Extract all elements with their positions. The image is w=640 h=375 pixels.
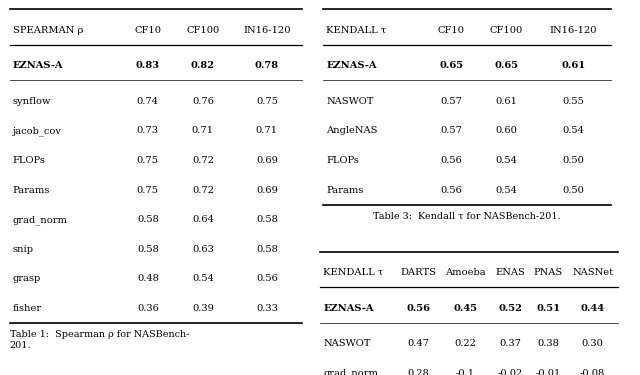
Text: NASNet: NASNet — [572, 268, 613, 277]
Text: Table 1:  Spearman ρ for NASBench-
201.: Table 1: Spearman ρ for NASBench- 201. — [10, 330, 189, 350]
Text: Params: Params — [326, 186, 364, 195]
Text: Table 3:  Kendall τ for NASBench-201.: Table 3: Kendall τ for NASBench-201. — [373, 211, 561, 220]
Text: AngleNAS: AngleNAS — [326, 126, 378, 135]
Text: 0.71: 0.71 — [192, 126, 214, 135]
Text: 0.56: 0.56 — [440, 186, 462, 195]
Text: 0.60: 0.60 — [495, 126, 517, 135]
Text: 0.72: 0.72 — [192, 186, 214, 195]
Text: grasp: grasp — [13, 274, 41, 284]
Text: 0.73: 0.73 — [137, 126, 159, 135]
Text: 0.30: 0.30 — [582, 339, 604, 348]
Text: EZNAS-A: EZNAS-A — [326, 61, 377, 70]
Text: -0.1: -0.1 — [456, 369, 475, 375]
Text: NASWOT: NASWOT — [326, 97, 374, 106]
Text: IN16-120: IN16-120 — [243, 26, 291, 34]
Text: -0.01: -0.01 — [536, 369, 561, 375]
Text: 0.48: 0.48 — [137, 274, 159, 284]
Text: 0.33: 0.33 — [256, 304, 278, 313]
Text: FLOPs: FLOPs — [326, 156, 359, 165]
Text: 0.54: 0.54 — [495, 156, 517, 165]
Text: 0.38: 0.38 — [538, 339, 559, 348]
Text: 0.56: 0.56 — [256, 274, 278, 284]
Text: Params: Params — [13, 186, 50, 195]
Text: 0.75: 0.75 — [137, 186, 159, 195]
Text: NASWOT: NASWOT — [323, 339, 371, 348]
Text: jacob_cov: jacob_cov — [13, 126, 62, 136]
Text: 0.72: 0.72 — [192, 156, 214, 165]
Text: -0.02: -0.02 — [497, 369, 523, 375]
Text: CF100: CF100 — [490, 26, 523, 34]
Text: KENDALL τ: KENDALL τ — [323, 268, 383, 277]
Text: DARTS: DARTS — [400, 268, 436, 277]
Text: 0.75: 0.75 — [256, 97, 278, 106]
Text: 0.69: 0.69 — [256, 156, 278, 165]
Text: grad_norm: grad_norm — [323, 368, 378, 375]
Text: 0.58: 0.58 — [137, 215, 159, 224]
Text: 0.57: 0.57 — [440, 126, 462, 135]
Text: 0.61: 0.61 — [561, 61, 586, 70]
Text: 0.78: 0.78 — [255, 61, 279, 70]
Text: 0.74: 0.74 — [137, 97, 159, 106]
Text: FLOPs: FLOPs — [13, 156, 45, 165]
Text: 0.56: 0.56 — [406, 304, 430, 312]
Text: PNAS: PNAS — [534, 268, 563, 277]
Text: 0.50: 0.50 — [563, 186, 584, 195]
Text: 0.58: 0.58 — [256, 245, 278, 254]
Text: 0.71: 0.71 — [256, 126, 278, 135]
Text: 0.45: 0.45 — [453, 304, 477, 312]
Text: IN16-120: IN16-120 — [550, 26, 597, 34]
Text: ENAS: ENAS — [495, 268, 525, 277]
Text: 0.83: 0.83 — [136, 61, 160, 70]
Text: 0.28: 0.28 — [407, 369, 429, 375]
Text: 0.82: 0.82 — [191, 61, 215, 70]
Text: EZNAS-A: EZNAS-A — [13, 61, 63, 70]
Text: -0.08: -0.08 — [580, 369, 605, 375]
Text: 0.63: 0.63 — [192, 245, 214, 254]
Text: 0.75: 0.75 — [137, 156, 159, 165]
Text: snip: snip — [13, 245, 34, 254]
Text: 0.57: 0.57 — [440, 97, 462, 106]
Text: 0.58: 0.58 — [137, 245, 159, 254]
Text: CF10: CF10 — [438, 26, 465, 34]
Text: 0.61: 0.61 — [495, 97, 517, 106]
Text: fisher: fisher — [13, 304, 42, 313]
Text: 0.47: 0.47 — [407, 339, 429, 348]
Text: 0.54: 0.54 — [563, 126, 584, 135]
Text: 0.65: 0.65 — [494, 61, 518, 70]
Text: grad_norm: grad_norm — [13, 215, 68, 225]
Text: 0.65: 0.65 — [439, 61, 463, 70]
Text: CF100: CF100 — [186, 26, 220, 34]
Text: 0.54: 0.54 — [495, 186, 517, 195]
Text: 0.22: 0.22 — [454, 339, 476, 348]
Text: 0.69: 0.69 — [256, 186, 278, 195]
Text: 0.58: 0.58 — [256, 215, 278, 224]
Text: 0.50: 0.50 — [563, 156, 584, 165]
Text: Amoeba: Amoeba — [445, 268, 486, 277]
Text: EZNAS-A: EZNAS-A — [323, 304, 374, 312]
Text: 0.37: 0.37 — [499, 339, 521, 348]
Text: 0.44: 0.44 — [580, 304, 605, 312]
Text: 0.55: 0.55 — [563, 97, 584, 106]
Text: 0.36: 0.36 — [137, 304, 159, 313]
Text: CF10: CF10 — [134, 26, 161, 34]
Text: 0.56: 0.56 — [440, 156, 462, 165]
Text: 0.54: 0.54 — [192, 274, 214, 284]
Text: 0.76: 0.76 — [192, 97, 214, 106]
Text: 0.39: 0.39 — [192, 304, 214, 313]
Text: 0.52: 0.52 — [498, 304, 522, 312]
Text: synflow: synflow — [13, 97, 51, 106]
Text: KENDALL τ: KENDALL τ — [326, 26, 387, 34]
Text: SPEARMAN ρ: SPEARMAN ρ — [13, 26, 83, 34]
Text: 0.51: 0.51 — [536, 304, 561, 312]
Text: 0.64: 0.64 — [192, 215, 214, 224]
